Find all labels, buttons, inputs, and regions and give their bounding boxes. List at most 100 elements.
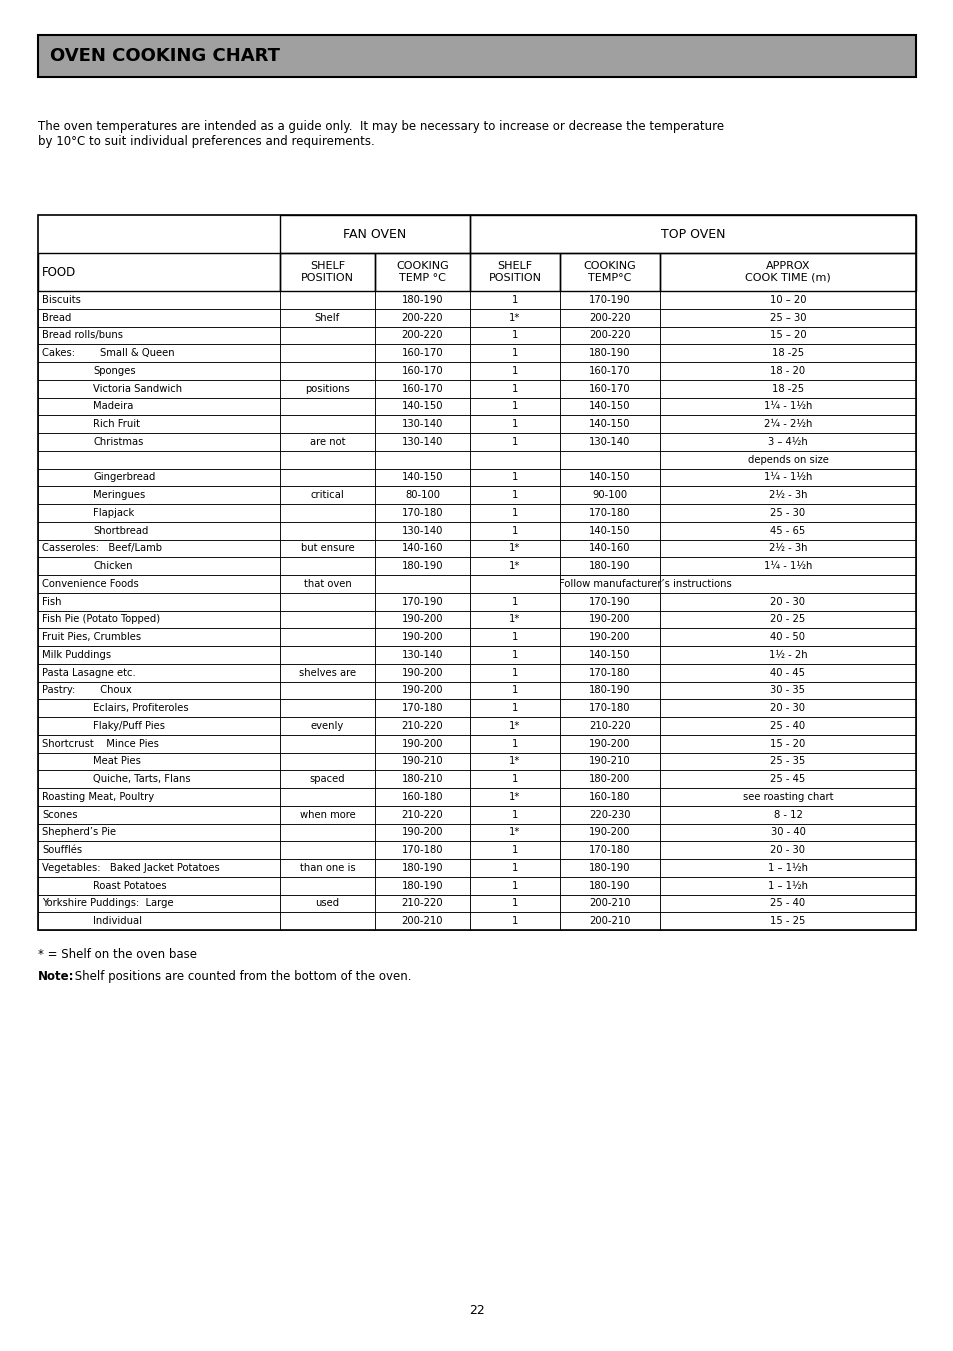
Text: 160-170: 160-170 [589,384,630,393]
Text: 1*: 1* [509,312,520,323]
Bar [38,593,280,611]
Bar [38,877,280,894]
Text: 20 - 30: 20 - 30 [770,703,804,713]
Text: FOOD: FOOD [42,266,76,278]
Bar [470,735,559,753]
Bar [280,753,375,770]
Text: Flapjack: Flapjack [93,508,134,517]
Bar [659,877,915,894]
Bar [375,504,470,521]
Bar [38,611,280,628]
Bar [375,290,470,309]
Bar [38,824,280,842]
Bar [559,557,659,576]
Bar [559,327,659,345]
Bar [659,380,915,397]
Text: 18 - 20: 18 - 20 [770,366,804,376]
Bar [38,859,280,877]
Text: 200-220: 200-220 [589,312,630,323]
Bar [38,753,280,770]
Bar [470,397,559,415]
Text: 80-100: 80-100 [405,490,439,500]
Text: Gingerbread: Gingerbread [93,473,155,482]
Bar [659,486,915,504]
Text: 2¼ - 2½h: 2¼ - 2½h [763,419,811,430]
Bar [659,859,915,877]
Bar [659,539,915,557]
Bar [38,290,280,309]
Bar [470,486,559,504]
Text: 200-220: 200-220 [589,331,630,340]
Text: depends on size: depends on size [747,455,827,465]
Text: 25 - 35: 25 - 35 [770,757,804,766]
Text: OVEN COOKING CHART: OVEN COOKING CHART [50,47,280,65]
Text: 18 -25: 18 -25 [771,384,803,393]
Text: 180-190: 180-190 [401,561,443,571]
Text: 1*: 1* [509,543,520,554]
Bar [38,35,915,77]
Bar [38,700,280,717]
Bar [280,735,375,753]
Bar [559,576,659,593]
Bar [659,362,915,380]
Bar [559,663,659,681]
Bar [559,681,659,700]
Text: 2½ - 3h: 2½ - 3h [768,490,806,500]
Bar [470,253,559,290]
Text: 1: 1 [511,295,517,305]
Bar [280,380,375,397]
Text: are not: are not [310,436,345,447]
Text: when more: when more [299,809,355,820]
Text: 1: 1 [511,419,517,430]
Bar [659,788,915,805]
Text: 1*: 1* [509,721,520,731]
Bar [470,362,559,380]
Text: 25 - 40: 25 - 40 [770,898,804,908]
Bar [375,646,470,663]
Text: 160-170: 160-170 [401,384,443,393]
Bar [659,345,915,362]
Text: 190-200: 190-200 [401,685,443,696]
Text: Shelf: Shelf [314,312,340,323]
Bar [280,327,375,345]
Bar [280,521,375,539]
Text: 180-200: 180-200 [589,774,630,784]
Text: 1: 1 [511,846,517,855]
Bar [38,912,280,929]
Bar [659,628,915,646]
Text: 140-150: 140-150 [401,401,443,411]
Text: 210-220: 210-220 [401,721,443,731]
Bar [38,735,280,753]
Text: 190-200: 190-200 [401,667,443,678]
Bar [559,717,659,735]
Text: 140-150: 140-150 [401,473,443,482]
Bar [38,539,280,557]
Bar [280,397,375,415]
Text: 1: 1 [511,473,517,482]
Bar [659,434,915,451]
Bar [38,451,280,469]
Text: used: used [315,898,339,908]
Bar [375,735,470,753]
Text: 1: 1 [511,331,517,340]
Bar [280,215,470,253]
Text: 1: 1 [511,508,517,517]
Text: Fish: Fish [42,597,61,607]
Bar [659,504,915,521]
Bar [38,557,280,576]
Bar [38,521,280,539]
Bar [470,593,559,611]
Text: 10 – 20: 10 – 20 [769,295,805,305]
Text: 140-160: 140-160 [401,543,443,554]
Bar [559,842,659,859]
Bar [375,521,470,539]
Bar [375,663,470,681]
Bar [559,628,659,646]
Bar [559,770,659,788]
Text: 1: 1 [511,703,517,713]
Bar [375,253,470,290]
Bar [559,824,659,842]
Text: 25 - 30: 25 - 30 [770,508,804,517]
Bar [280,894,375,912]
Text: spaced: spaced [310,774,345,784]
